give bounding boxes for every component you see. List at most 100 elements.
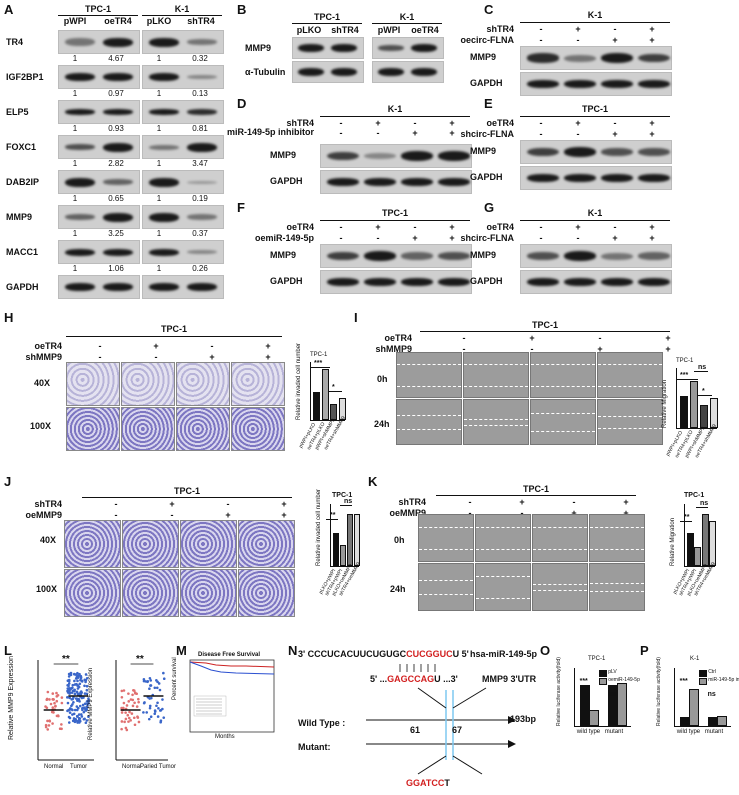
a-value-tr4-tpc-0: 1 [72,54,78,63]
panel-d-sign-1-0: - [339,128,343,138]
l-left-point-tumor [83,706,86,709]
i-wound-1-1 [463,399,529,445]
panel-f-sign-1-3: + [449,233,455,243]
n-diagram [366,664,516,775]
l-left-point-tumor [83,692,87,695]
n-zoom-left [417,687,447,709]
panel-d-blot-gapdh [320,170,472,194]
l-left-point-tumor [67,675,71,678]
i-title: TPC-1 [531,320,558,330]
l-left-point-tumor [87,697,90,701]
l-right-point-tumor [158,688,162,692]
panel-e-title: TPC-1 [581,104,608,114]
k-wound-1-2 [532,563,588,611]
b-lane-plko: pLKO [296,25,322,35]
l-left-point-tumor [71,683,75,687]
panel-g-sign-0-0: - [539,222,543,232]
l-right-point-tumor [157,706,160,710]
panel-c-sign-1-3: + [649,35,655,45]
panel-e-row-gapdh: GAPDH [470,172,503,182]
i-ylabel: Relative Migration [662,379,668,428]
l-left-point-normal [51,706,55,709]
panel-g-blot-mmp9 [520,244,672,268]
lane-plko: pLKO [146,16,172,26]
a-value-macc1-k-1: 0.26 [192,264,208,273]
l-left-point-tumor [76,697,79,701]
j-axis [330,504,361,567]
i-sign-1-0: - [462,344,466,354]
panel-c-blot-gapdh [520,72,672,96]
l-left-point-tumor [79,713,83,716]
panel-c-sign-1-1: - [576,35,580,45]
l-sig-right: ** [136,654,144,665]
l-right-point-normal [124,726,128,730]
a-blot-elp5-1 [142,100,224,124]
p-sig-0: *** [679,678,688,686]
l-left-point-tumor [79,676,83,680]
l-left-point-tumor [85,676,89,680]
l-sig-left: ** [62,654,70,665]
panel-letter-j: J [4,474,12,489]
panel-g-sign-1-1: - [576,233,580,243]
l-left-point-tumor [82,696,85,699]
l-right-point-normal [129,719,132,722]
n-zoom-mut-right [452,755,483,775]
i-sign-1-2: + [597,344,603,354]
i-sig-1: ns [698,364,707,371]
l-right-point-normal [125,728,129,732]
j-sig-0: ** [330,512,336,519]
a-value-tr4-k-0: 1 [156,54,162,63]
p-legend-swatch-1 [699,678,708,685]
lane-pwpi: pWPI [63,16,87,26]
l-right-point-normal [137,700,140,704]
panel-f-row-mmp9: MMP9 [270,250,297,260]
l-left-point-tumor [76,687,80,690]
p-title: K-1 [690,656,700,662]
j-sign-0-2: - [226,499,230,509]
l-right-point-normal [132,689,136,692]
j-sign-1-0: - [114,510,118,520]
l-left-point-tumor [67,682,71,685]
a-value-elp5-k-0: 1 [156,124,162,133]
panel-g-sign-1-0: - [539,233,543,243]
a-value-mmp9-k-0: 1 [156,229,162,238]
m-ylabel: Percent survival [172,657,178,700]
k-wound-1-3 [589,563,645,611]
l-right-point-tumor [153,686,157,690]
j-image-1-0 [64,569,121,617]
a-value-mmp9-k-1: 0.37 [192,229,208,238]
k-bar-2 [701,514,709,566]
a-row-dab2ip: DAB2IP [6,177,40,187]
j-bar-2 [346,514,354,566]
panel-letter-o: O [540,643,551,658]
l-right-point-normal [130,712,134,715]
l-left-point-normal [56,693,60,697]
l-left-point-tumor [66,696,69,699]
p-xtick-0: wild type [676,729,701,735]
j-image-1-3 [238,569,295,617]
panel-e-sign-1-0: - [539,129,543,139]
l-right-point-tumor [161,698,164,701]
h-image-1-3 [231,407,285,451]
h-chart-title: TPC-1 [310,352,328,358]
l-right-point-tumor [142,701,146,705]
l-left-point-tumor [85,705,89,708]
h-title: TPC-1 [160,324,187,334]
l-left-point-normal [60,723,63,726]
k-wound-1-1 [475,563,531,611]
k-wound-0-1 [475,514,531,562]
k-ylabel: Relative Migration [670,517,676,566]
k-bar-1 [694,546,702,566]
j-image-0-2 [180,520,237,568]
k-wound-0-3 [589,514,645,562]
panel-c-sign-0-0: - [539,24,543,34]
panel-f-sign-1-1: - [376,233,380,243]
panel-e-cond-1: shcirc-FLNA [460,129,514,139]
i-bar-2 [699,405,708,428]
l-ylabel-left: Relative MMP9 Expression [8,655,15,740]
panel-g-sign-1-3: + [649,233,655,243]
panel-d-cond-1: miR-149-5p inhibitor [226,127,314,137]
a-value-elp5-k-1: 0.81 [192,124,208,133]
j-title: TPC-1 [173,486,200,496]
h-sign-0-1: + [153,341,159,351]
